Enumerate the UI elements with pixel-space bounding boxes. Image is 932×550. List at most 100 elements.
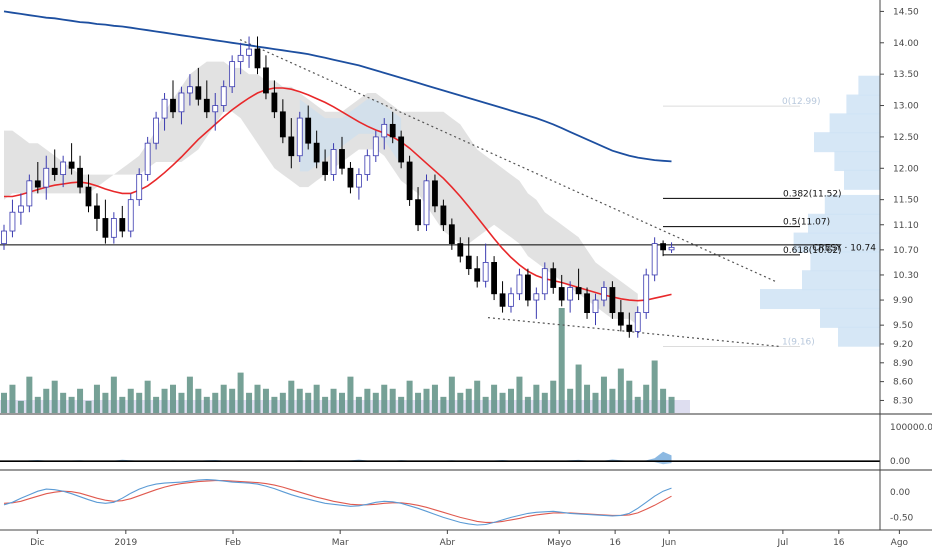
candle [220,80,227,112]
volume-bar [524,396,531,413]
candle [533,287,540,319]
volume-bar [355,396,362,413]
candle-body [626,324,633,332]
candle-body [457,243,464,257]
time-tick-label: Mar [332,538,349,548]
candle-body [550,268,557,288]
price-tick-label: 11.10 [893,221,919,231]
candle-body [364,155,371,175]
volume-bar [660,388,667,413]
volume-profile-bar [814,132,880,153]
volume-profile-bar [834,151,880,172]
time-tick-label: Jul [776,538,788,548]
candle-body [305,117,312,144]
time-tick-label: Feb [225,538,241,548]
candle-body [296,117,303,157]
candle [389,111,396,144]
candle [423,174,430,232]
candle-body [178,92,185,113]
fib-label: 1(9.16) [782,337,815,347]
candle [516,268,523,301]
volume-bar [60,392,67,413]
time-tick-label: Dic [30,538,44,548]
volume-bar [389,388,396,413]
volume-bar [144,380,151,413]
candle-body [102,218,109,238]
candle-body [355,174,362,188]
volume-bar [339,392,345,413]
fib-label: 0.618(10.62) [783,246,842,256]
candle-body [584,293,590,314]
time-axis: Dic 2019 Feb Mar Abr Mayo 16 Jun Jul 16 Ago [0,529,932,548]
volume-profile-bar [808,213,880,234]
candle-body [330,149,337,175]
volume-profile-bar [793,232,880,253]
volume-bar [279,392,286,413]
candle [660,240,666,257]
candle [643,268,650,319]
volume-bar [643,384,650,413]
volume-bar [110,376,117,413]
time-tick-label: Mayo [547,538,572,548]
candle [491,256,498,301]
volume-bar [600,376,607,413]
candle-body [127,199,134,232]
candle [457,237,464,263]
candle [339,136,345,175]
volume-bar [398,396,405,413]
candle [51,149,58,181]
volume-bar [516,376,523,413]
candle-body [1,230,7,244]
volume-bar [364,388,371,413]
price-tick-label: 9.90 [893,296,913,306]
volume-profile-bar [824,194,880,215]
volume-bar [508,388,514,413]
symbol-price-label: CRESY · 10.74 [812,243,876,253]
candle [288,118,295,169]
volume-bar [651,360,658,413]
osc2-tick-label: -0.50 [890,513,914,523]
candle-body [491,262,498,295]
candle-body [288,136,295,157]
candle-body [406,161,413,201]
candle [415,187,421,232]
ma-blue-line [3,10,672,163]
ichimoku-cloud-area [4,61,638,326]
volume-bar [246,392,253,413]
volume-bar [584,384,591,413]
price-tick-label: 11.50 [893,196,919,206]
candle [186,74,193,106]
volume-bar [423,388,430,413]
candle-body [144,142,151,175]
candle-body [465,255,472,270]
volume-bars [0,308,690,413]
candle-body [186,86,193,94]
candle-body [110,218,117,238]
moving-averages [3,10,672,302]
candle-body [643,274,650,314]
candle-body [482,262,489,282]
candle-body [601,287,607,301]
candle-body [60,161,67,175]
candle-body [94,205,100,219]
candle [313,130,320,169]
time-tick-label: 16 [609,538,621,548]
candle [77,155,83,194]
candle [296,111,303,163]
candle-body [313,142,320,163]
candle [170,80,176,119]
candle-body [668,246,675,251]
candlesticks [1,36,675,338]
candle-body [246,48,252,56]
volume-bar [254,384,261,413]
price-tick-label: 10.70 [893,246,919,256]
volume-bar [617,368,624,413]
candle [34,162,41,194]
candle-body [567,287,574,301]
candle-body [634,312,641,332]
candle [355,168,362,200]
candle [372,130,379,163]
candle [364,149,371,181]
candle-body [525,274,531,301]
